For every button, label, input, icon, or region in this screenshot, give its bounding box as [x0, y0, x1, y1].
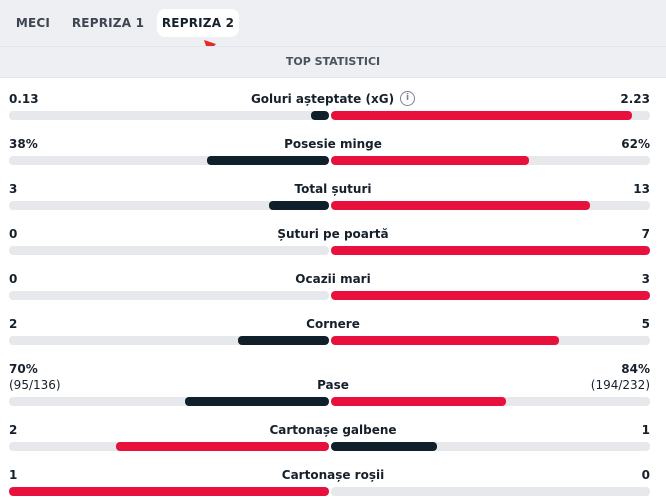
- home-value: 70%: [9, 362, 38, 376]
- away-bar-track: [331, 442, 650, 451]
- away-value: 13: [633, 182, 650, 196]
- home-value: 3: [9, 182, 18, 196]
- tabs-bar: MECI REPRIZA 1 REPRIZA 2: [0, 0, 666, 46]
- home-bar-track: [9, 246, 329, 255]
- away-value: 0: [641, 468, 650, 482]
- tab-meci[interactable]: MECI: [15, 16, 51, 30]
- away-bar-track: [331, 201, 650, 210]
- away-bar-fill: [331, 156, 529, 165]
- home-bar-track: [9, 291, 329, 300]
- away-bar-track: [331, 291, 650, 300]
- home-bar-fill: [9, 487, 329, 496]
- away-bar-track: [331, 336, 650, 345]
- away-bar-track: [331, 487, 650, 496]
- away-subvalue: (194/232): [590, 378, 650, 392]
- home-bar-track: [9, 111, 329, 120]
- away-value: 1: [641, 423, 650, 437]
- home-bar-fill: [311, 111, 329, 120]
- away-value: 2.23: [620, 92, 650, 106]
- stat-name: Posesie minge: [284, 137, 382, 151]
- away-bar-fill: [331, 336, 559, 345]
- home-value: 0: [9, 227, 18, 241]
- stat-name: Cornere: [306, 317, 360, 331]
- home-bar-fill: [207, 156, 329, 165]
- home-bar-fill: [115, 442, 329, 451]
- home-bar-fill: [185, 397, 329, 406]
- home-bar-track: [9, 156, 329, 165]
- away-bar-fill: [331, 201, 591, 210]
- away-bar-fill: [331, 291, 650, 300]
- home-value: 2: [9, 423, 18, 437]
- home-bar-track: [9, 201, 329, 210]
- home-value: 2: [9, 317, 18, 331]
- home-bar-track: [9, 336, 329, 345]
- away-bar-fill: [331, 442, 438, 451]
- away-bar-fill: [331, 111, 633, 120]
- home-subvalue: (95/136): [9, 378, 61, 392]
- home-bar-track: [9, 442, 329, 451]
- tab-repriza-2[interactable]: REPRIZA 2: [157, 9, 239, 37]
- away-bar-fill: [331, 397, 507, 406]
- away-value: 5: [641, 317, 650, 331]
- away-value: 84%: [621, 362, 650, 376]
- home-value: 0.13: [9, 92, 39, 106]
- section-header-top-statistici: TOP STATISTICI: [0, 46, 666, 78]
- home-value: 0: [9, 272, 18, 286]
- stat-name: Cartonașe galbene: [269, 423, 397, 437]
- stat-name: Pase: [317, 378, 349, 392]
- home-bar-fill: [237, 336, 329, 345]
- away-value: 3: [641, 272, 650, 286]
- home-bar-fill: [269, 201, 329, 210]
- away-bar-track: [331, 397, 650, 406]
- away-value: 7: [641, 227, 650, 241]
- home-bar-track: [9, 487, 329, 496]
- away-bar-fill: [331, 246, 650, 255]
- away-bar-track: [331, 111, 650, 120]
- stat-name: Goluri așteptate (xG) i: [0, 91, 666, 107]
- home-value: 1: [9, 468, 18, 482]
- stat-name: Șuturi pe poartă: [277, 227, 389, 241]
- stat-name: Ocazii mari: [295, 272, 371, 286]
- tab-repriza-1[interactable]: REPRIZA 1: [71, 16, 145, 30]
- stat-name: Cartonașe roșii: [281, 468, 385, 482]
- away-bar-track: [331, 246, 650, 255]
- home-bar-track: [9, 397, 329, 406]
- stat-name: Total șuturi: [294, 182, 372, 196]
- home-value: 38%: [9, 137, 38, 151]
- away-value: 62%: [621, 137, 650, 151]
- info-icon[interactable]: i: [400, 91, 416, 106]
- away-bar-track: [331, 156, 650, 165]
